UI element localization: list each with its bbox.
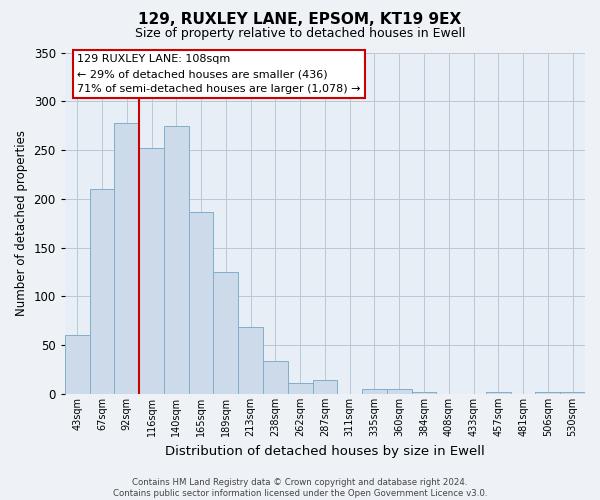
Bar <box>115 123 139 394</box>
Bar <box>535 392 560 394</box>
Y-axis label: Number of detached properties: Number of detached properties <box>15 130 28 316</box>
Bar <box>263 361 288 394</box>
Bar <box>412 392 436 394</box>
Bar <box>486 392 511 394</box>
Text: 129 RUXLEY LANE: 108sqm
← 29% of detached houses are smaller (436)
71% of semi-d: 129 RUXLEY LANE: 108sqm ← 29% of detache… <box>77 54 361 94</box>
Bar <box>214 272 238 394</box>
Text: Contains HM Land Registry data © Crown copyright and database right 2024.
Contai: Contains HM Land Registry data © Crown c… <box>113 478 487 498</box>
Text: 129, RUXLEY LANE, EPSOM, KT19 9EX: 129, RUXLEY LANE, EPSOM, KT19 9EX <box>139 12 461 28</box>
Bar <box>560 392 585 394</box>
Bar <box>238 326 263 394</box>
Bar <box>387 389 412 394</box>
Bar <box>65 336 89 394</box>
Bar <box>313 380 337 394</box>
Bar <box>188 212 214 394</box>
Bar <box>164 126 188 394</box>
Bar <box>362 389 387 394</box>
X-axis label: Distribution of detached houses by size in Ewell: Distribution of detached houses by size … <box>165 444 485 458</box>
Text: Size of property relative to detached houses in Ewell: Size of property relative to detached ho… <box>135 28 465 40</box>
Bar <box>89 189 115 394</box>
Bar <box>288 384 313 394</box>
Bar <box>139 148 164 394</box>
